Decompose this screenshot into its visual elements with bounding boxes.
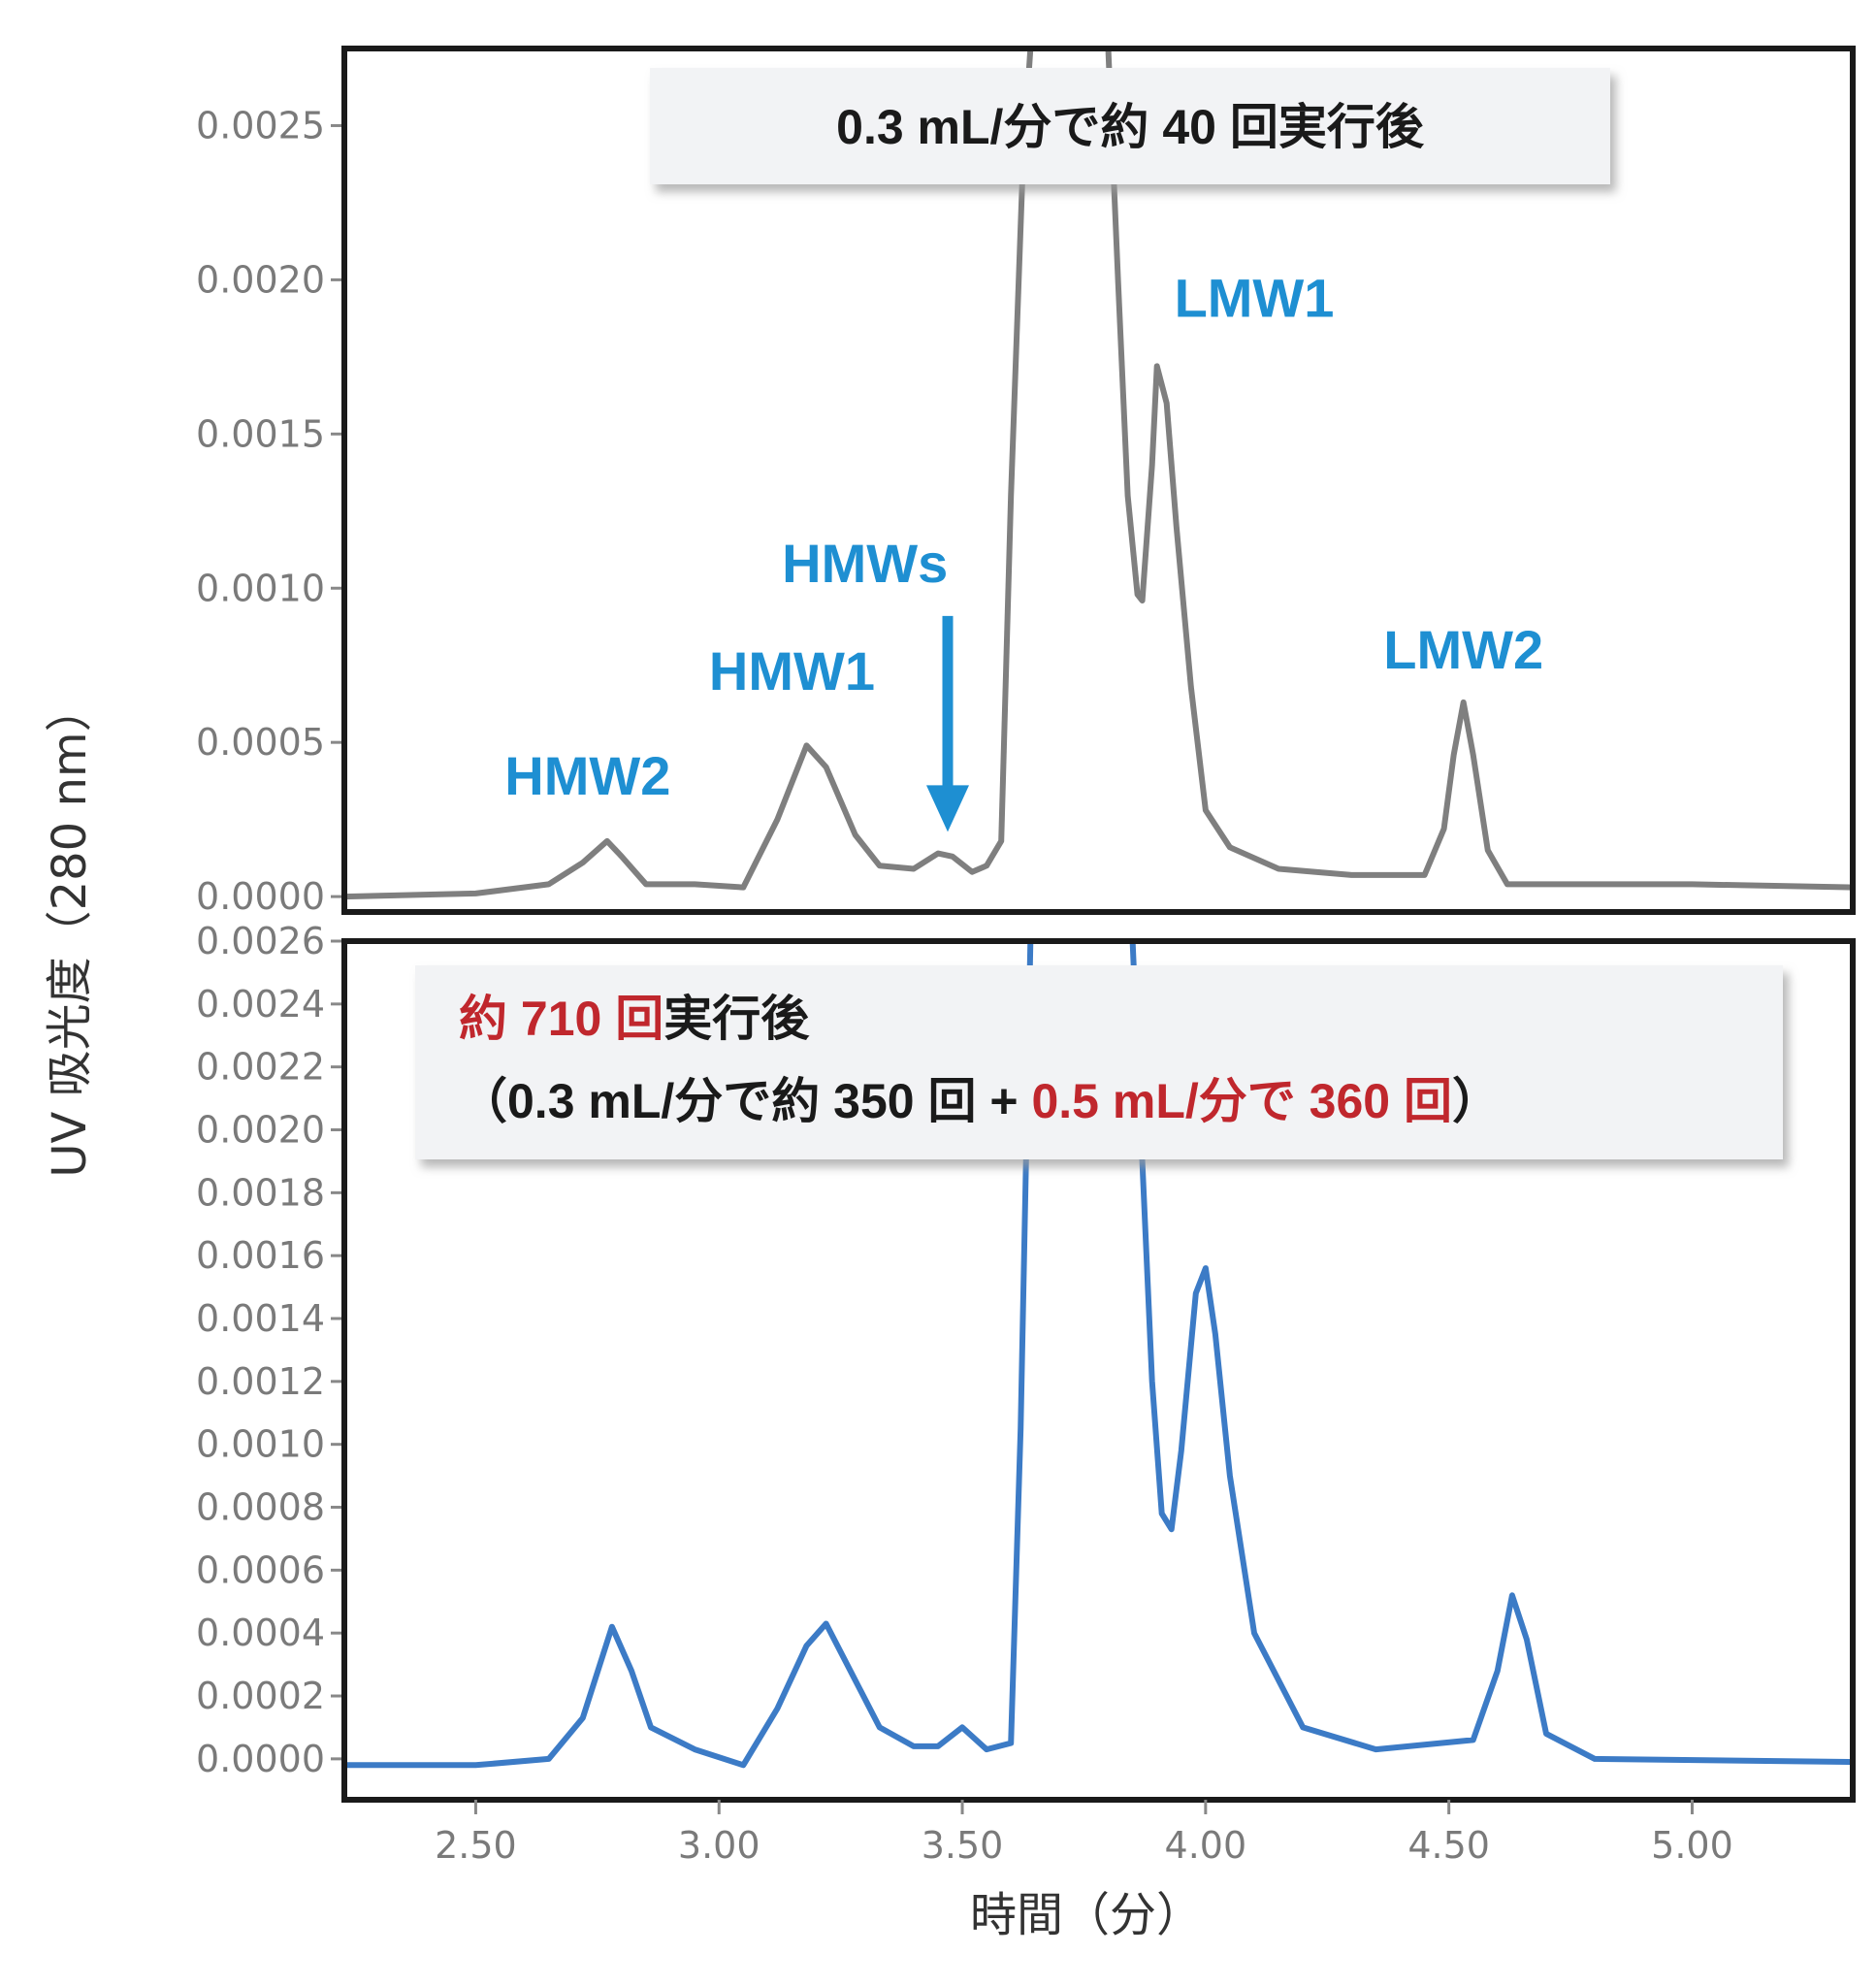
- panel-top-frame: [341, 46, 1856, 915]
- panel-top-chart: 0.0000 0.0005 0.0010 0.0015 0.0020 0.0025 HMW…: [196, 46, 1856, 918]
- peak-label-hmw1: HMW1: [709, 640, 875, 701]
- top-annotation-box: [650, 68, 1610, 184]
- peak-label-hmw2: HMW2: [504, 745, 670, 806]
- y-tick-label: 0.0000: [196, 1738, 325, 1780]
- y-tick-label: 0.0000: [196, 875, 325, 918]
- top-series-line: [344, 49, 1853, 900]
- x-tick-label: 3.00: [678, 1824, 760, 1867]
- annotation-segment: 約 710 回: [459, 992, 663, 1046]
- annotation-segment: 実行後: [663, 992, 810, 1046]
- x-tick-label: 4.50: [1407, 1824, 1490, 1867]
- peak-label-hmws: HMWs: [782, 533, 948, 594]
- y-tick-label: 0.0020: [196, 1109, 325, 1152]
- x-tick-label: 2.50: [435, 1824, 517, 1867]
- panel-bottom-frame: [341, 938, 1856, 1803]
- y-tick-label: 0.0014: [196, 1297, 325, 1340]
- top-annotation-line: 0.3 mL/分で約 40 回実行後: [836, 100, 1425, 154]
- x-tick-label: 3.50: [922, 1824, 1004, 1867]
- y-tick-label: 0.0015: [196, 412, 325, 455]
- bottom-annotation-box: [415, 965, 1783, 1159]
- y-tick-label: 0.0012: [196, 1360, 325, 1403]
- annotation-segment: 0.3 mL/分で約 40 回実行後: [836, 100, 1425, 154]
- bottom-annotation-line: 約 710 回実行後: [459, 992, 810, 1046]
- y-tick-label: 0.0016: [196, 1234, 325, 1277]
- y-tick-label: 0.0018: [196, 1171, 325, 1214]
- y-tick-label: 0.0008: [196, 1486, 325, 1529]
- x-tick-label: 5.00: [1651, 1824, 1733, 1867]
- x-axis-title: 時間（分）: [970, 1888, 1203, 1942]
- y-tick-label: 0.0005: [196, 721, 325, 764]
- y-axis-title: UV 吸光度（280 nm）: [43, 685, 97, 1177]
- y-tick-label: 0.0026: [196, 920, 325, 962]
- y-tick-label: 0.0025: [196, 104, 325, 147]
- annotation-segment: （0.3 mL/分で約 350 回 +: [459, 1074, 1031, 1128]
- y-tick-label: 0.0010: [196, 567, 325, 609]
- y-tick-label: 0.0004: [196, 1612, 325, 1654]
- hmws-arrow-head: [926, 785, 969, 832]
- panel-bottom-chart: 0.0000 0.0002 0.0004 0.0006 0.0008 0.0010 0.00…: [196, 920, 1856, 1803]
- peak-label-lmw2: LMW2: [1383, 619, 1543, 680]
- bottom-series-line: [344, 941, 1853, 1769]
- y-tick-label: 0.0002: [196, 1675, 325, 1717]
- x-tick-label: 4.00: [1165, 1824, 1247, 1867]
- y-tick-label: 0.0006: [196, 1548, 325, 1591]
- bottom-annotation-line: （0.3 mL/分で約 350 回 + 0.5 mL/分で 360 回）: [459, 1074, 1501, 1128]
- y-tick-label: 0.0022: [196, 1046, 325, 1089]
- y-tick-label: 0.0010: [196, 1423, 325, 1466]
- annotation-segment: ）: [1452, 1074, 1501, 1128]
- annotation-segment: 0.5 mL/分で 360 回: [1031, 1074, 1452, 1128]
- y-tick-label: 0.0020: [196, 258, 325, 301]
- y-tick-label: 0.0024: [196, 983, 325, 1026]
- peak-label-lmw1: LMW1: [1175, 268, 1335, 329]
